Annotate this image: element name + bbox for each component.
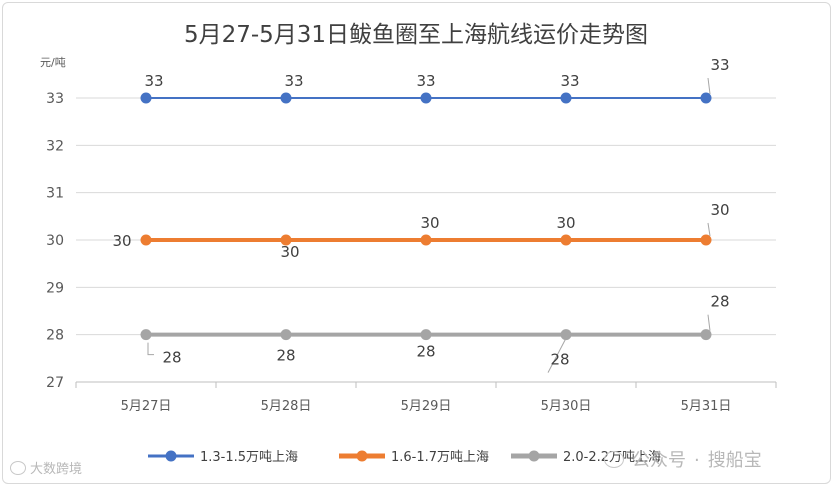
data-point [560, 234, 572, 246]
watermark-right-name: 搜船宝 [707, 450, 762, 471]
x-tick-label: 5月27日 [121, 399, 172, 414]
legend-entry-1: 1.3-1.5万吨上海 [148, 450, 298, 465]
data-point [700, 92, 712, 104]
leader-line [547, 330, 571, 373]
series-3: 28 28 28 28 28 [140, 293, 730, 373]
data-point [420, 234, 432, 246]
leader-line [147, 342, 154, 356]
data-point [700, 329, 712, 341]
y-axis-ticks: 27 28 29 30 31 32 33 [46, 91, 64, 391]
watermark-dot: · [694, 450, 700, 471]
watermark-left: 大数跨境 [10, 458, 82, 477]
leader-line [707, 222, 711, 237]
series-2: 30 30 30 30 30 [112, 201, 729, 261]
x-axis-ticks: 5月27日 5月28日 5月29日 5月30日 5月31日 [121, 399, 732, 414]
data-point [700, 234, 712, 246]
y-tick-label: 30 [46, 233, 64, 249]
data-point [140, 92, 152, 104]
y-tick-label: 27 [46, 375, 64, 391]
legend-marker [528, 450, 540, 462]
x-tick-label: 5月29日 [401, 399, 452, 414]
chart-title: 5月27-5月31日鲅鱼圈至上海航线运价走势图 [184, 22, 648, 48]
legend-marker [165, 450, 177, 462]
data-label: 30 [420, 214, 439, 232]
data-label: 28 [550, 351, 569, 369]
y-tick-label: 32 [46, 138, 64, 154]
data-label: 30 [710, 201, 729, 219]
legend-label: 1.3-1.5万吨上海 [200, 450, 298, 465]
y-tick-label: 28 [46, 328, 64, 344]
watermark-left-text: 大数跨境 [30, 462, 83, 477]
x-tick-label: 5月28日 [261, 399, 312, 414]
y-tick-label: 33 [46, 91, 64, 107]
series-group: 33 33 33 33 33 30 30 30 30 30 28 28 28 28 28 [112, 56, 730, 373]
leader-line [707, 314, 711, 331]
legend-label: 1.6-1.7万吨上海 [391, 450, 489, 465]
x-tick-label: 5月30日 [541, 399, 592, 414]
data-label: 33 [416, 72, 435, 90]
data-label: 30 [556, 214, 575, 232]
legend-entry-2: 1.6-1.7万吨上海 [339, 450, 489, 465]
data-point [420, 92, 432, 104]
legend-marker [356, 450, 368, 462]
data-label: 28 [710, 293, 729, 311]
data-point [560, 92, 572, 104]
data-label: 28 [276, 347, 295, 365]
data-point [280, 329, 292, 341]
data-label: 28 [162, 349, 181, 367]
watermark-icon [10, 461, 26, 475]
watermark-right-prefix: 公众号 [632, 450, 686, 471]
x-tick-label: 5月31日 [681, 399, 732, 414]
y-tick-label: 29 [46, 280, 64, 296]
watermark-right: 公众号 · 搜船宝 [604, 446, 762, 472]
series-1: 33 33 33 33 33 [140, 56, 730, 104]
data-label: 33 [560, 72, 579, 90]
wechat-icon [604, 451, 624, 468]
data-point [420, 329, 432, 341]
data-point [140, 234, 152, 246]
data-point [280, 234, 292, 246]
data-label: 30 [280, 243, 299, 261]
data-point [560, 329, 572, 341]
data-label: 33 [144, 72, 163, 90]
data-label: 33 [710, 56, 729, 74]
data-point [280, 92, 292, 104]
data-label: 30 [112, 232, 131, 250]
leader-line [707, 77, 711, 95]
y-tick-label: 31 [46, 186, 64, 202]
y-axis-unit-label: 元/吨 [40, 56, 66, 69]
legend: 1.3-1.5万吨上海 1.6-1.7万吨上海 2.0-2.2万吨上海 [148, 450, 661, 465]
data-point [140, 329, 152, 341]
data-label: 28 [416, 343, 435, 361]
data-label: 33 [284, 72, 303, 90]
